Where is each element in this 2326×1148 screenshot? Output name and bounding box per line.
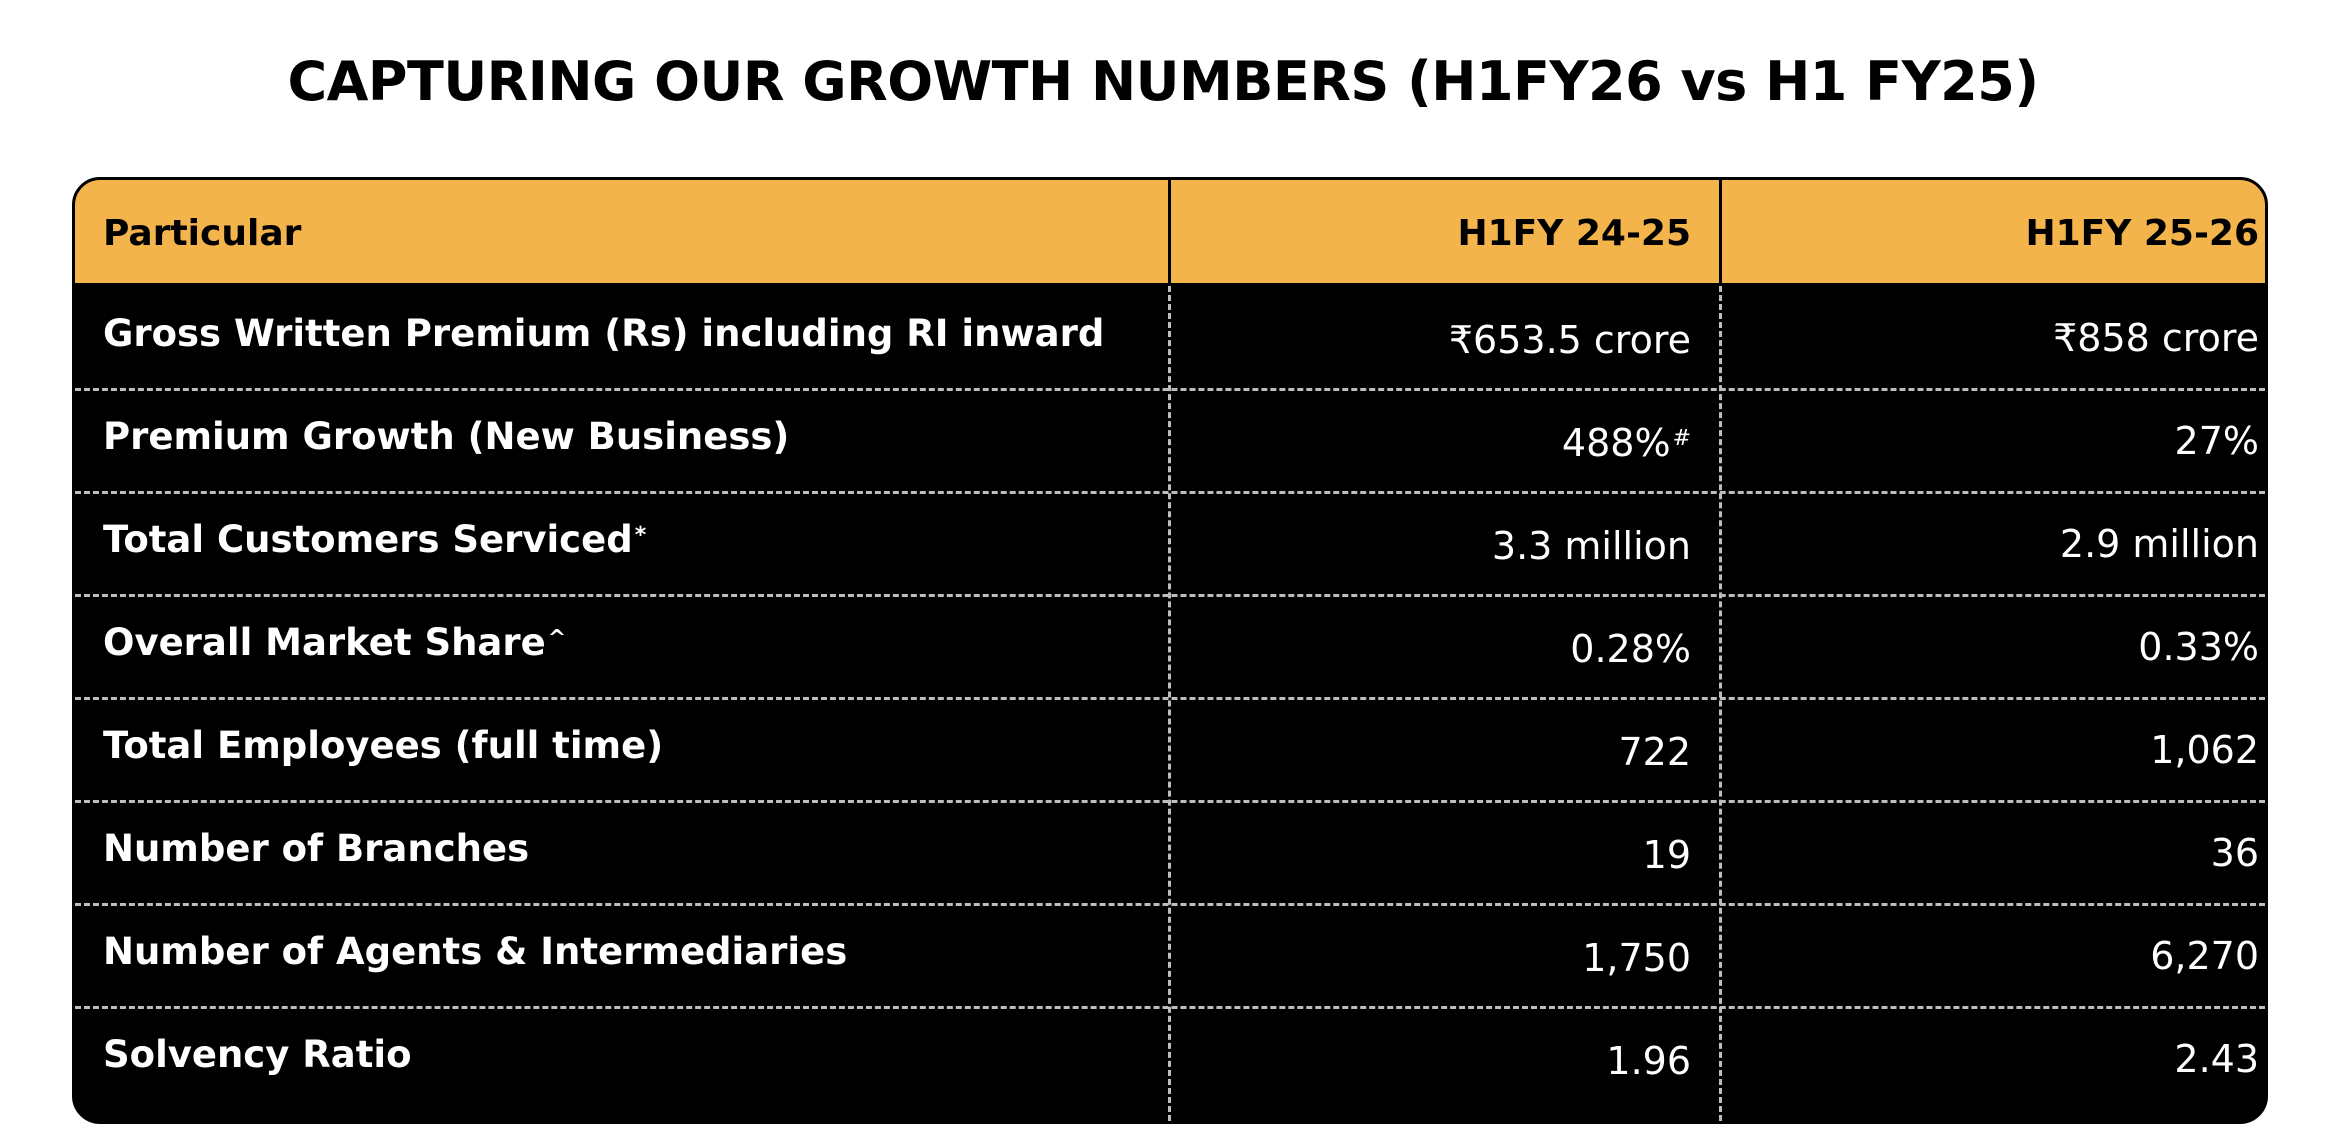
value-h1fy-25-26: 6,270 [2150,933,2259,978]
table-header-row: Particular H1FY 24-25 H1FY 25-26 [75,180,2265,286]
header-column-divider [1719,180,1722,286]
value-h1fy-25-26: ₹858 crore [2053,315,2259,360]
value-h1fy-25-26: 0.33% [2138,624,2259,669]
table-row: Premium Growth (New Business) 488% #27% [75,389,2265,492]
cell-particular: Number of Agents & Intermediaries [103,904,1163,1007]
footnote-mark: ^ [547,626,567,651]
cell-h1fy-25-26: 2.9 million [1719,492,2259,595]
particular-label: Total Customers Serviced [103,518,633,561]
cell-h1fy-24-25: 1,750 [1168,904,1691,1007]
column-divider [1168,286,1171,1121]
footnote-mark: # [1672,426,1691,451]
value-h1fy-24-25: 19 [1642,832,1691,877]
header-h1fy-24-25: H1FY 24-25 [1457,212,1691,254]
table-row: Solvency Ratio 1.96 2.43 [75,1007,2265,1110]
header-h1fy-25-26: H1FY 25-26 [2025,212,2259,254]
growth-table: Particular H1FY 24-25 H1FY 25-26 Gross W… [72,177,2268,1124]
particular-label: Number of Agents & Intermediaries [103,930,848,973]
table-row: Total Customers Serviced * 3.3 million 2.9 … [75,492,2265,595]
cell-particular: Total Customers Serviced * [103,492,1163,595]
value-h1fy-24-25: 0.28% [1570,626,1691,671]
cell-h1fy-24-25: ₹653.5 crore [1168,286,1691,389]
value-h1fy-25-26: 1,062 [2150,727,2259,772]
particular-label: Number of Branches [103,827,530,870]
cell-h1fy-25-26: ₹858 crore [1719,286,2259,389]
cell-h1fy-24-25: 722 [1168,698,1691,801]
table-row: Number of Branches 19 36 [75,801,2265,904]
cell-h1fy-25-26: 36 [1719,801,2259,904]
cell-h1fy-24-25: 0.28% [1168,595,1691,698]
particular-label: Gross Written Premium (Rs) including RI … [103,312,1105,355]
page-title: CAPTURING OUR GROWTH NUMBERS (H1FY26 vs … [287,50,2039,113]
value-h1fy-25-26: 36 [2210,830,2259,875]
cell-particular: Premium Growth (New Business) [103,389,1163,492]
cell-h1fy-24-25: 488% # [1168,389,1691,492]
cell-particular: Solvency Ratio [103,1007,1163,1110]
value-h1fy-24-25: 3.3 million [1491,523,1691,568]
table-row: Overall Market Share ^ 0.28% 0.33% [75,595,2265,698]
cell-h1fy-25-26: 6,270 [1719,904,2259,1007]
value-h1fy-24-25: 1.96 [1606,1038,1691,1083]
cell-h1fy-24-25: 1.96 [1168,1007,1691,1110]
particular-label: Premium Growth (New Business) [103,415,790,458]
table-row: Total Employees (full time) 722 1,062 [75,698,2265,801]
cell-h1fy-25-26: 27% [1719,389,2259,492]
value-h1fy-24-25: 488% [1561,420,1671,465]
header-column-divider [1168,180,1171,286]
cell-h1fy-25-26: 2.43 [1719,1007,2259,1110]
value-h1fy-24-25: ₹653.5 crore [1448,317,1691,362]
value-h1fy-25-26: 2.9 million [2059,521,2259,566]
header-particular: Particular [103,212,302,254]
particular-label: Overall Market Share [103,621,546,664]
particular-label: Solvency Ratio [103,1033,412,1076]
value-h1fy-25-26: 2.43 [2174,1036,2259,1081]
table-row: Gross Written Premium (Rs) including RI … [75,286,2265,389]
cell-h1fy-25-26: 1,062 [1719,698,2259,801]
cell-h1fy-24-25: 19 [1168,801,1691,904]
cell-particular: Gross Written Premium (Rs) including RI … [103,286,1163,389]
column-divider [1719,286,1722,1121]
cell-h1fy-24-25: 3.3 million [1168,492,1691,595]
cell-particular: Total Employees (full time) [103,698,1163,801]
value-h1fy-25-26: 27% [2174,418,2259,463]
footnote-mark: * [634,523,647,548]
table-row: Number of Agents & Intermediaries 1,750 6,… [75,904,2265,1007]
value-h1fy-24-25: 1,750 [1582,935,1691,980]
cell-particular: Number of Branches [103,801,1163,904]
value-h1fy-24-25: 722 [1618,729,1691,774]
cell-h1fy-25-26: 0.33% [1719,595,2259,698]
cell-particular: Overall Market Share ^ [103,595,1163,698]
particular-label: Total Employees (full time) [103,724,664,767]
